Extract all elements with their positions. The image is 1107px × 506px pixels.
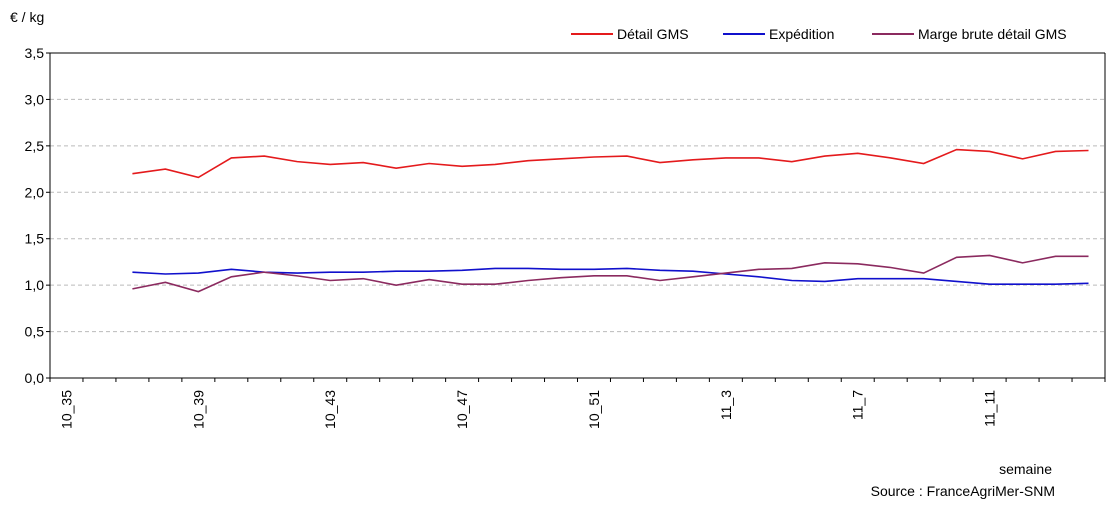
- y-tick-label: 0,0: [25, 370, 45, 386]
- y-tick-label: 2,5: [25, 138, 45, 154]
- series-line: [132, 267, 1089, 286]
- y-tick-label: 1,5: [25, 231, 45, 247]
- x-tick-label: 10_51: [586, 390, 602, 429]
- y-tick-label: 3,0: [25, 91, 45, 107]
- x-tick-label: 10_43: [322, 390, 338, 429]
- legend-label: Détail GMS: [617, 26, 689, 42]
- legend-label: Marge brute détail GMS: [918, 26, 1067, 42]
- y-tick-label: 3,5: [25, 45, 45, 61]
- x-tick-label: 11_7: [850, 390, 866, 420]
- y-tick-label: 2,0: [25, 184, 45, 200]
- source: Source : FranceAgriMer-SNM: [871, 483, 1055, 499]
- x-tick-label: 10_39: [190, 390, 206, 429]
- x-tick-label: 10_35: [58, 390, 74, 429]
- x-tick-label: 11_3: [718, 390, 734, 420]
- y-tick-label: 0,5: [25, 324, 45, 340]
- series-line: [132, 148, 1089, 179]
- y-axis-label: € / kg: [10, 9, 44, 25]
- x-tick-label: 10_47: [454, 390, 470, 429]
- y-tick-label: 1,0: [25, 277, 45, 293]
- legend-label: Expédition: [769, 26, 834, 42]
- x-axis-label: semaine: [999, 461, 1052, 477]
- series-line: [132, 254, 1089, 293]
- x-tick-label: 11_11: [982, 390, 998, 427]
